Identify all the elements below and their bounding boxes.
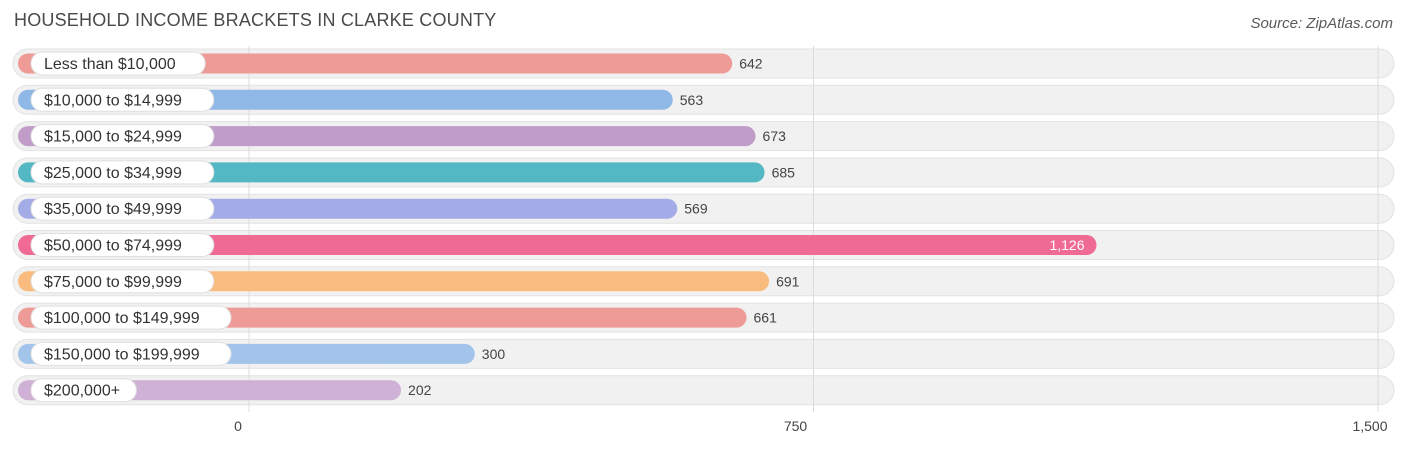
category-pill <box>30 305 232 330</box>
bar <box>18 235 1097 255</box>
category-label: $200,000+ <box>44 383 120 400</box>
category-label: $10,000 to $14,999 <box>44 92 182 109</box>
tick-label: 0 <box>234 418 242 434</box>
category-pill <box>30 378 137 403</box>
value-label: 685 <box>772 164 796 180</box>
value-label: 691 <box>776 273 800 289</box>
category-label: $50,000 to $74,999 <box>44 238 182 255</box>
category-pill <box>30 233 215 257</box>
chart-title: HOUSEHOLD INCOME BRACKETS IN CLARKE COUN… <box>14 10 497 30</box>
value-label: 642 <box>739 56 763 72</box>
category-label: Less than $10,000 <box>44 56 176 73</box>
value-label: 661 <box>754 310 778 326</box>
value-label: 569 <box>684 201 708 217</box>
tick-label: 1,500 <box>1352 418 1387 434</box>
category-label: $15,000 to $24,999 <box>44 129 182 146</box>
tick-label: 750 <box>784 418 808 434</box>
value-label: 202 <box>408 382 432 398</box>
category-label: $100,000 to $149,999 <box>44 310 200 327</box>
value-label: 300 <box>482 346 506 362</box>
category-pill <box>30 196 215 221</box>
value-label: 563 <box>680 92 704 108</box>
category-label: $35,000 to $49,999 <box>44 201 182 218</box>
category-pill <box>30 87 215 112</box>
category-pill <box>30 51 206 76</box>
category-pill <box>30 160 215 185</box>
category-label: $150,000 to $199,999 <box>44 346 200 363</box>
category-pill <box>30 269 215 294</box>
category-pill <box>30 124 215 149</box>
source-note: Source: ZipAtlas.com <box>1250 15 1393 32</box>
value-label: 673 <box>763 128 787 144</box>
value-label: 1,126 <box>1049 237 1084 253</box>
category-label: $25,000 to $34,999 <box>44 165 182 182</box>
category-pill <box>30 341 232 366</box>
category-label: $75,000 to $99,999 <box>44 274 182 291</box>
